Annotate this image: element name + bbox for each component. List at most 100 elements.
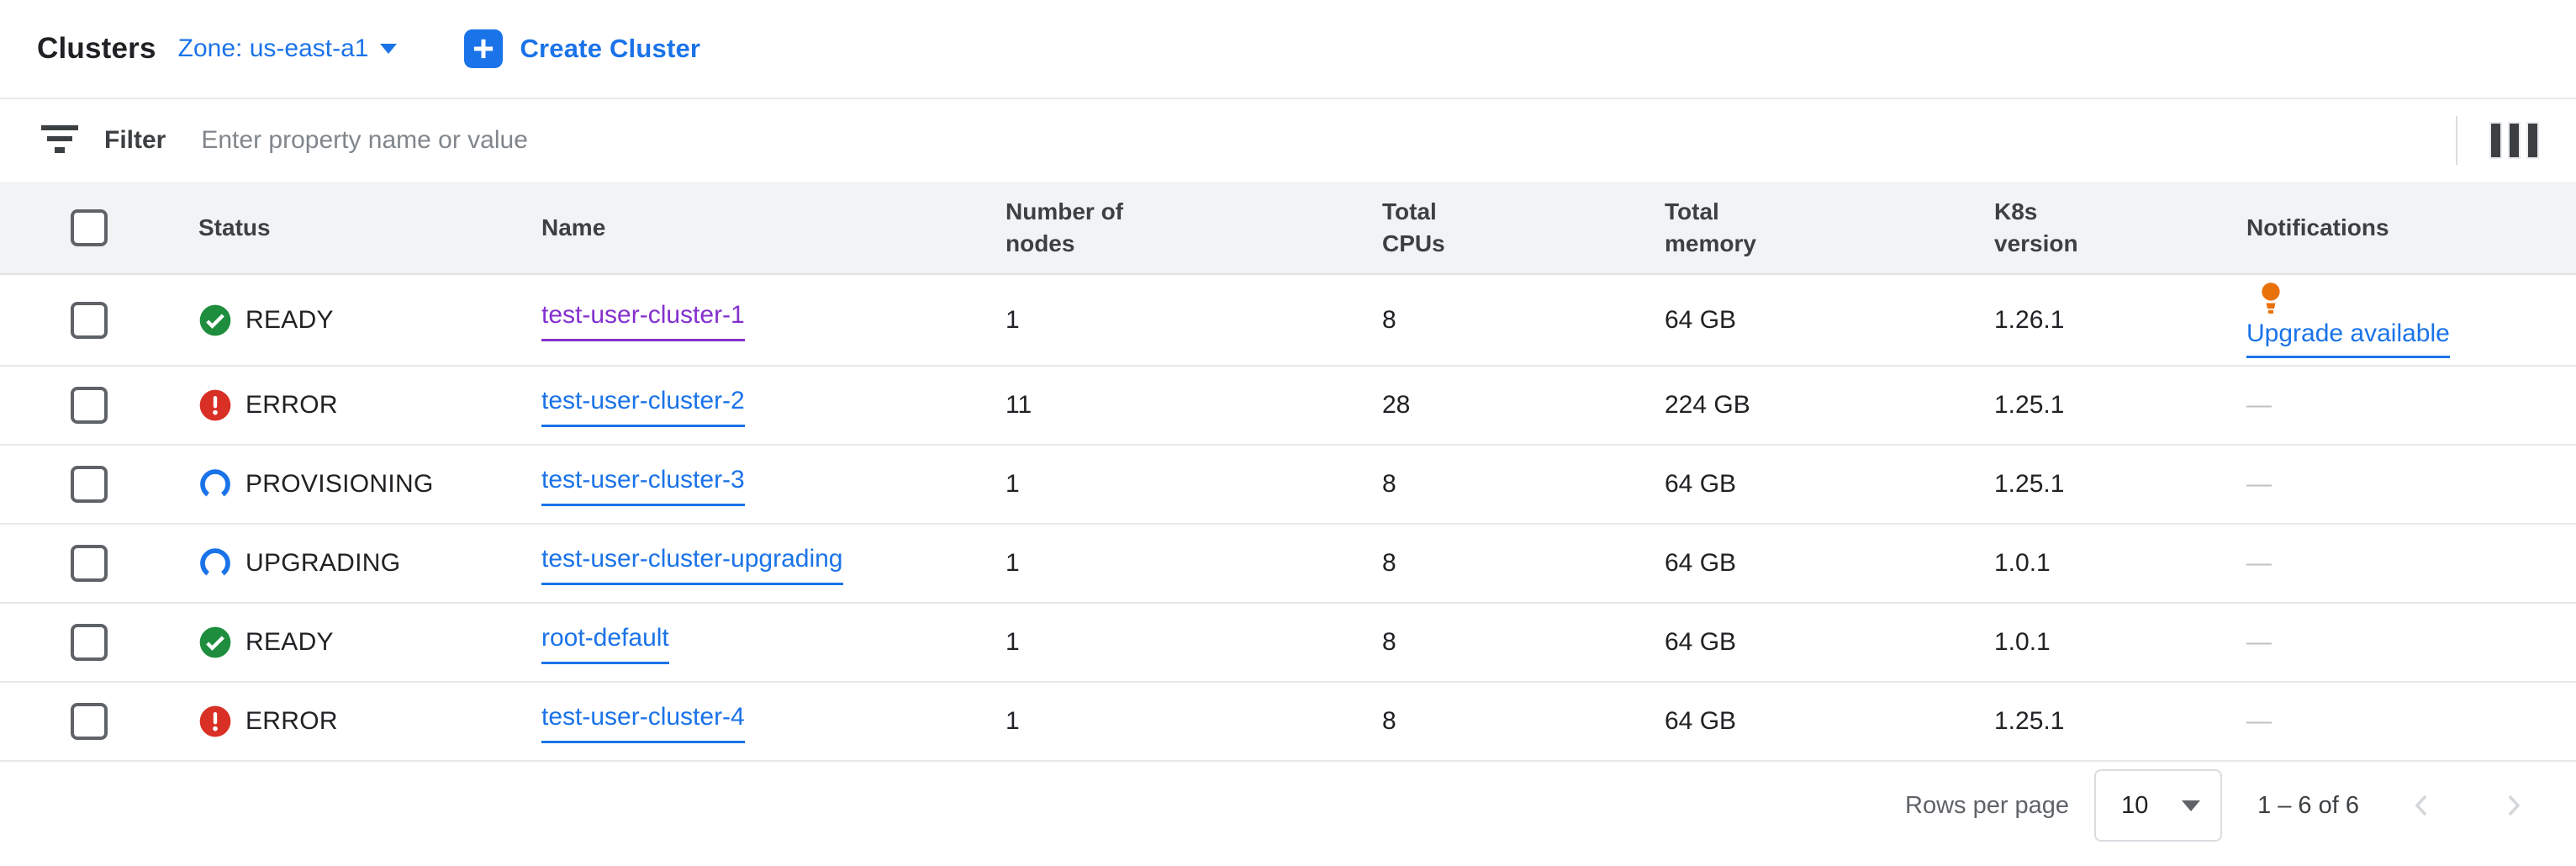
notifications-cell: Upgrade available [2246,274,2576,367]
status-label: PROVISIONING [245,470,434,498]
chevron-down-icon [2182,800,2201,811]
column-header-notifications: Notifications [2246,182,2576,275]
column-header-k8s-version: K8s version [1994,182,2246,275]
cluster-name-link[interactable]: test-user-cluster-4 [541,700,745,743]
table-row: READY test-user-cluster-1 1 8 64 GB 1.26… [0,274,2576,367]
filter-label: Filter [104,126,166,154]
rows-per-page-value: 10 [2121,791,2149,819]
notifications-cell: — [2246,682,2576,762]
create-cluster-label: Create Cluster [520,34,701,63]
row-checkbox[interactable] [71,545,108,582]
notifications-cell: — [2246,603,2576,683]
nodes-cell: 1 [1006,445,1382,525]
table-header-row: Status Name Number of nodes Total CPUs T… [0,182,2576,275]
status-cell: READY [198,626,541,659]
select-all-checkbox[interactable] [71,209,108,246]
cpus-cell: 8 [1382,524,1665,604]
cpus-cell: 8 [1382,682,1665,762]
table-row: ERROR test-user-cluster-2 11 28 224 GB 1… [0,366,2576,446]
k8s-version-cell: 1.25.1 [1994,445,2246,525]
row-checkbox[interactable] [71,703,108,740]
k8s-version-cell: 1.25.1 [1994,682,2246,762]
row-checkbox[interactable] [71,387,108,424]
no-notification-dash: — [2246,628,2272,656]
page-title: Clusters [37,32,156,65]
clusters-table-body: READY test-user-cluster-1 1 8 64 GB 1.26… [0,274,2576,762]
status-error-icon [199,389,231,421]
notifications-cell: — [2246,524,2576,604]
cluster-name-link[interactable]: root-default [541,621,669,664]
status-label: READY [245,305,334,334]
table-row: PROVISIONING test-user-cluster-3 1 8 64 … [0,445,2576,525]
plus-icon [464,29,504,68]
status-cell: ERROR [198,705,541,738]
next-page-button[interactable] [2497,789,2529,821]
page-range-label: 1 – 6 of 6 [2257,791,2359,819]
cluster-name-link[interactable]: test-user-cluster-1 [541,298,745,341]
upgrade-available-link[interactable]: Upgrade available [2246,317,2450,358]
filter-bar: Filter [0,99,2576,182]
title-bar: Clusters Zone: us-east-a1 Create Cluster [0,0,2576,99]
cluster-name-link[interactable]: test-user-cluster-3 [541,463,745,506]
no-notification-dash: — [2246,391,2272,419]
status-error-icon [199,705,231,737]
status-cell: PROVISIONING [198,467,541,501]
status-cell: UPGRADING [198,547,541,580]
row-checkbox[interactable] [71,624,108,661]
status-cell: READY [198,304,541,337]
clusters-table: Status Name Number of nodes Total CPUs T… [0,182,2576,762]
k8s-version-cell: 1.25.1 [1994,366,2246,446]
divider [2456,116,2457,165]
status-label: ERROR [245,391,338,419]
cluster-name-link[interactable]: test-user-cluster-upgrading [541,542,843,585]
chevron-down-icon [380,44,398,54]
rows-per-page-label: Rows per page [1905,791,2070,819]
lightbulb-icon [2262,283,2280,314]
cpus-cell: 8 [1382,603,1665,683]
status-label: ERROR [245,707,338,735]
column-header-memory: Total memory [1665,182,1994,275]
column-header-name: Name [541,182,1006,275]
status-cell: ERROR [198,388,541,422]
no-notification-dash: — [2246,470,2272,498]
cpus-cell: 28 [1382,366,1665,446]
status-ready-icon [199,304,231,335]
status-label: READY [245,628,334,656]
memory-cell: 64 GB [1665,524,1994,604]
memory-cell: 224 GB [1665,366,1994,446]
k8s-version-cell: 1.26.1 [1994,274,2246,367]
filter-input[interactable] [201,126,2436,155]
column-display-options-button[interactable] [2486,119,2542,162]
pagination-bar: Rows per page 10 1 – 6 of 6 [0,762,2576,849]
filter-icon [41,125,78,153]
status-in-progress-icon [200,548,230,576]
status-ready-icon [199,626,231,658]
nodes-cell: 1 [1006,603,1382,683]
memory-cell: 64 GB [1665,603,1994,683]
zone-selector-label: Zone: us-east-a1 [177,34,369,62]
row-checkbox[interactable] [71,301,108,339]
no-notification-dash: — [2246,549,2272,577]
status-in-progress-icon [200,469,230,497]
zone-selector[interactable]: Zone: us-east-a1 [178,34,398,63]
previous-page-button[interactable] [2406,789,2438,821]
create-cluster-button[interactable]: Create Cluster [464,29,700,68]
memory-cell: 64 GB [1665,682,1994,762]
cluster-name-link[interactable]: test-user-cluster-2 [541,384,745,427]
nodes-cell: 11 [1006,366,1382,446]
column-header-cpus: Total CPUs [1382,182,1665,275]
notifications-cell: — [2246,445,2576,525]
memory-cell: 64 GB [1665,445,1994,525]
table-row: READY root-default 1 8 64 GB 1.0.1 — [0,603,2576,683]
no-notification-dash: — [2246,707,2272,735]
nodes-cell: 1 [1006,524,1382,604]
chevron-left-icon [2415,795,2427,816]
rows-per-page-select[interactable]: 10 [2094,769,2223,842]
column-header-nodes: Number of nodes [1006,182,1382,275]
status-label: UPGRADING [245,549,401,577]
table-row: UPGRADING test-user-cluster-upgrading 1 … [0,524,2576,604]
columns-icon [2489,122,2502,159]
k8s-version-cell: 1.0.1 [1994,603,2246,683]
row-checkbox[interactable] [71,466,108,503]
cpus-cell: 8 [1382,274,1665,367]
